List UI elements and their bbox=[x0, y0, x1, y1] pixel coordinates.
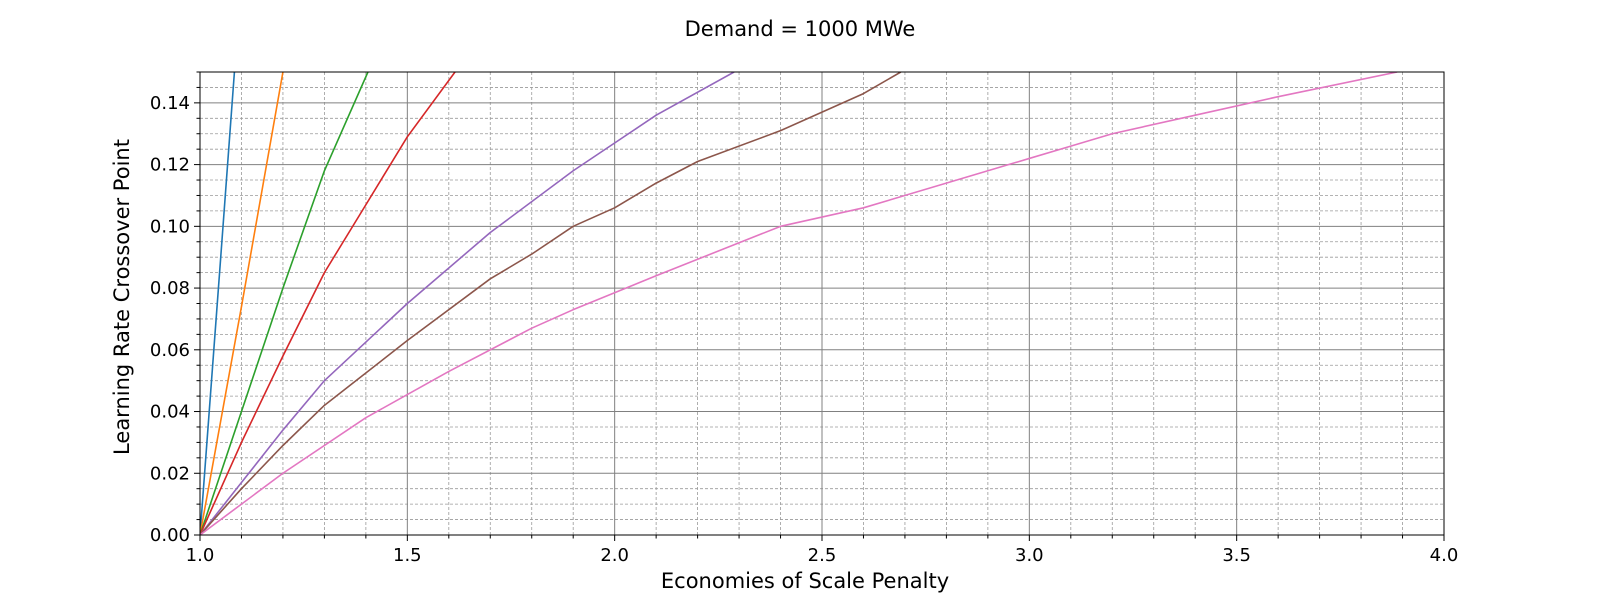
y-tick-label: 0.10 bbox=[150, 216, 190, 237]
series-line-1 bbox=[200, 72, 236, 535]
x-tick-label: 4.0 bbox=[1430, 545, 1459, 566]
y-tick-label: 0.08 bbox=[150, 278, 190, 299]
y-tick-label: 0.04 bbox=[150, 402, 190, 423]
series-line-3 bbox=[200, 72, 369, 535]
y-tick-label: 0.12 bbox=[150, 155, 190, 176]
series-group bbox=[200, 72, 1398, 535]
series-line-4 bbox=[200, 72, 456, 535]
chart-title: Demand = 1000 MWe bbox=[685, 17, 916, 41]
y-tick-label: 0.14 bbox=[150, 93, 190, 114]
x-tick-label: 3.0 bbox=[1015, 545, 1044, 566]
y-tick-label: 0.06 bbox=[150, 340, 190, 361]
x-axis-label: Economies of Scale Penalty bbox=[661, 569, 949, 593]
x-tick-label: 1.0 bbox=[186, 545, 215, 566]
x-tick-label: 3.5 bbox=[1222, 545, 1251, 566]
x-tick-label: 2.0 bbox=[600, 545, 629, 566]
series-line-6 bbox=[200, 72, 902, 535]
grid bbox=[199, 71, 1445, 536]
y-axis-label: Learning Rate Crossover Point bbox=[110, 139, 134, 455]
x-tick-label: 2.5 bbox=[808, 545, 837, 566]
y-tick-label: 0.02 bbox=[150, 463, 190, 484]
series-line-2 bbox=[200, 72, 284, 535]
y-tick-label: 0.00 bbox=[150, 525, 190, 546]
axis-ticks: 1.0 1.5 2.0 2.5 3.0 3.5 4.0 0.00 0.02 0.04 0.06 0.0… bbox=[150, 71, 1459, 566]
series-line-5 bbox=[200, 72, 735, 535]
series-line-7 bbox=[200, 72, 1398, 535]
x-tick-label: 1.5 bbox=[393, 545, 422, 566]
